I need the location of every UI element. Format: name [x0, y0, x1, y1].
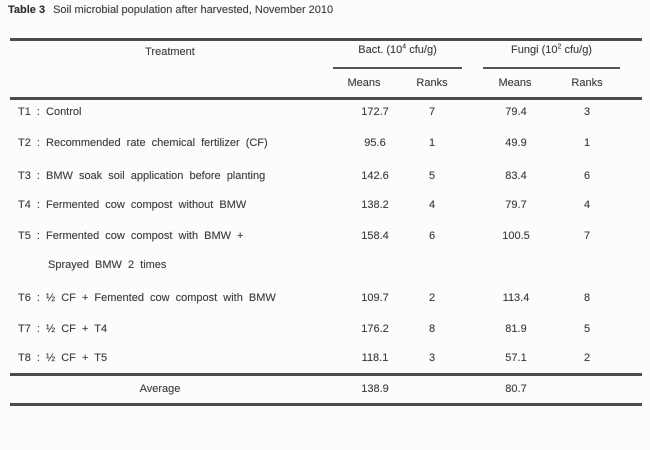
fungi-means-cell: 79.4 — [505, 106, 527, 118]
fungi-ranks-cell: 3 — [583, 106, 591, 118]
table-row-t1: T1 : Control 172.7 7 79.4 3 — [0, 106, 650, 121]
fungi-means-cell: 81.9 — [505, 323, 527, 335]
average-label: Average — [139, 383, 181, 395]
bact-means-cell: 158.4 — [361, 230, 389, 242]
fungi-ranks-cell: 1 — [583, 137, 591, 149]
table-row-t2: T2 : Recommended rate chemical fertilize… — [0, 137, 650, 152]
table-row-t3: T3 : BMW soak soil application before pl… — [0, 170, 650, 185]
bact-ranks-cell: 7 — [428, 106, 436, 118]
top-rule — [10, 38, 642, 41]
subheader-fungi-ranks: Ranks — [571, 77, 603, 89]
bact-ranks-cell: 4 — [428, 199, 436, 211]
fungi-means-cell: 57.1 — [505, 352, 527, 364]
average-fungi-means-cell: 80.7 — [505, 383, 527, 395]
bact-exponent: 4 — [402, 43, 407, 51]
treatment-cell: T6 : ½ CF + Femented cow compost with BM… — [18, 292, 276, 304]
fungi-ranks-cell: 2 — [583, 352, 591, 364]
bacteria-group-underline — [333, 67, 462, 69]
treatment-cell: T8 : ½ CF + T5 — [18, 352, 108, 364]
fungi-ranks-cell: 4 — [583, 199, 591, 211]
table-row-t6: T6 : ½ CF + Femented cow compost with BM… — [0, 292, 650, 307]
treatment-cell: T5 : Fermented cow compost with BMW + — [18, 230, 244, 242]
bact-ranks-cell: 2 — [428, 292, 436, 304]
bact-header-unit: cfu/g) — [406, 44, 437, 56]
bact-means-cell: 95.6 — [364, 137, 386, 149]
treatment-cell: T4 : Fermented cow compost without BMW — [18, 199, 247, 211]
treatment-cell: T7 : ½ CF + T4 — [18, 323, 108, 335]
bact-ranks-cell: 1 — [428, 137, 436, 149]
table-number: Table 3 — [8, 4, 46, 16]
fungi-ranks-cell: 8 — [583, 292, 591, 304]
bottom-rule — [10, 403, 642, 406]
subheader-fungi-means: Means — [498, 77, 532, 89]
average-top-rule — [10, 373, 642, 376]
subheader-bact-ranks: Ranks — [416, 77, 448, 89]
column-group-fungi: Fungi (102 cfu/g) — [483, 43, 620, 56]
fungi-exponent: 2 — [557, 43, 562, 51]
bact-means-cell: 109.7 — [361, 292, 389, 304]
bact-ranks-cell: 3 — [428, 352, 436, 364]
subheader-bact-means: Means — [347, 77, 381, 89]
fungi-group-underline — [483, 67, 620, 69]
treatment-cell: T3 : BMW soak soil application before pl… — [18, 170, 266, 182]
table-caption-text: Soil microbial population after harveste… — [53, 4, 334, 16]
fungi-header-text: Fungi (10 — [511, 44, 558, 56]
bact-means-cell: 172.7 — [361, 106, 389, 118]
treatment-cell: T1 : Control — [18, 106, 82, 118]
table-row-t7: T7 : ½ CF + T4 176.2 8 81.9 5 — [0, 323, 650, 338]
fungi-header-unit: cfu/g) — [561, 44, 592, 56]
fungi-means-cell: 113.4 — [502, 292, 530, 304]
table-row-t5: T5 : Fermented cow compost with BMW + 15… — [0, 230, 650, 245]
fungi-means-cell: 83.4 — [505, 170, 527, 182]
average-bact-means-cell: 138.9 — [361, 383, 389, 395]
column-group-bacteria: Bact. (104 cfu/g) — [333, 43, 462, 56]
table-caption: Table 3 Soil microbial population after h… — [8, 4, 333, 16]
fungi-ranks-cell: 5 — [583, 323, 591, 335]
bact-means-cell: 142.6 — [361, 170, 389, 182]
bact-ranks-cell: 6 — [428, 230, 436, 242]
bact-ranks-cell: 5 — [428, 170, 436, 182]
table-row-t8: T8 : ½ CF + T5 118.1 3 57.1 2 — [0, 352, 650, 367]
bact-header-text: Bact. (10 — [358, 44, 403, 56]
column-header-treatment: Treatment — [145, 46, 195, 58]
treatment-cell-line2: Sprayed BMW 2 times — [48, 259, 167, 271]
bact-means-cell: 176.2 — [361, 323, 389, 335]
table-row-t5-continuation: Sprayed BMW 2 times — [0, 259, 650, 274]
treatment-cell: T2 : Recommended rate chemical fertilize… — [18, 137, 268, 149]
fungi-means-cell: 79.7 — [505, 199, 527, 211]
header-bottom-rule — [10, 97, 642, 100]
fungi-ranks-cell: 6 — [583, 170, 591, 182]
table-row-t4: T4 : Fermented cow compost without BMW 1… — [0, 199, 650, 214]
fungi-ranks-cell: 7 — [583, 230, 591, 242]
table-row-average: Average 138.9 80.7 — [0, 383, 650, 398]
fungi-means-cell: 49.9 — [505, 137, 527, 149]
fungi-means-cell: 100.5 — [502, 230, 530, 242]
bact-ranks-cell: 8 — [428, 323, 436, 335]
bact-means-cell: 138.2 — [361, 199, 389, 211]
bact-means-cell: 118.1 — [361, 352, 389, 364]
